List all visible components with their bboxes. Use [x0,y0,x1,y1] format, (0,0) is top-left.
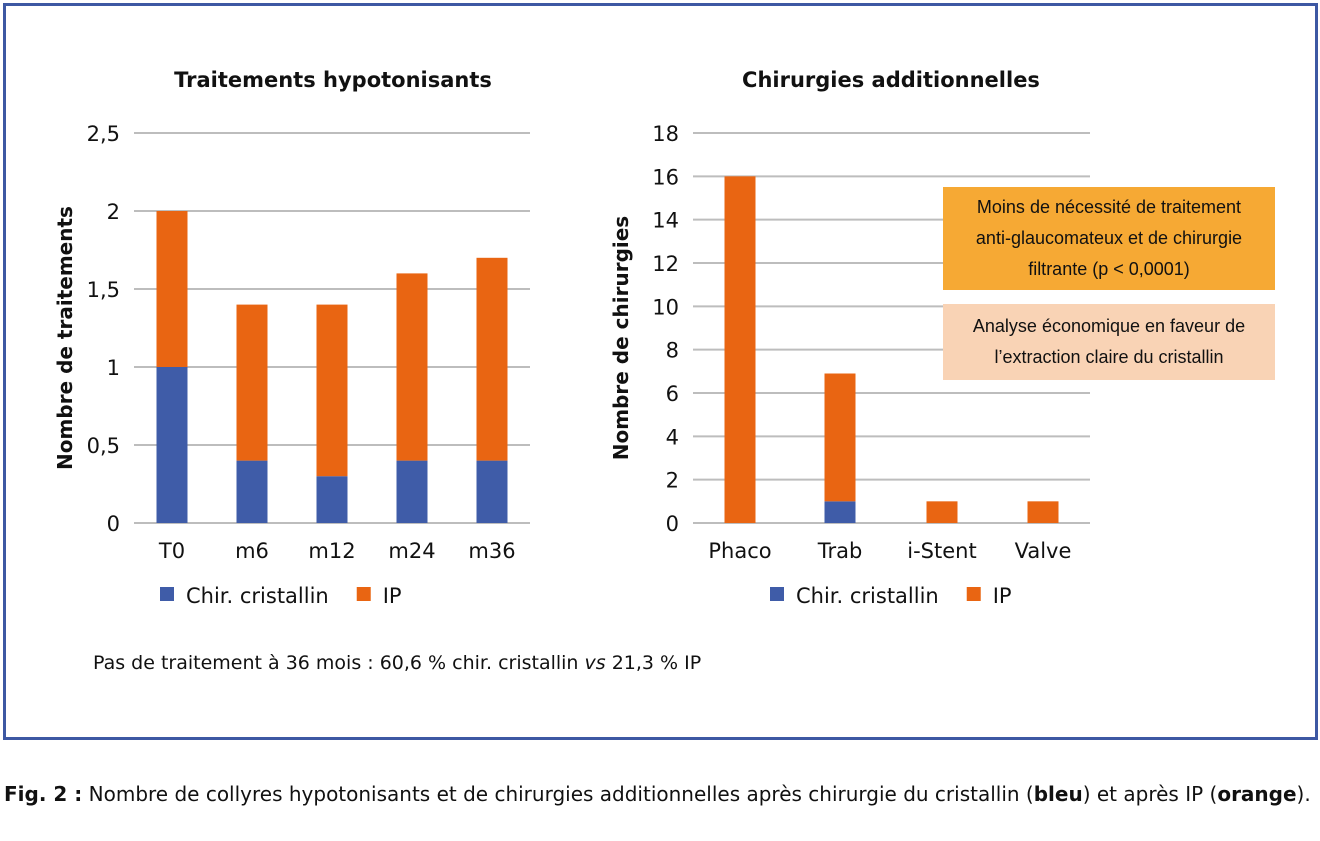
x-tick-label: m12 [308,539,355,563]
y-tick-label: 16 [652,165,679,189]
annotation-box-1: Moins de nécessité de traitement anti-gl… [943,187,1275,290]
caption-text: ) et après IP ( [1082,782,1218,806]
legend-label: Chir. cristallin [186,584,329,608]
y-tick-label: 0 [666,512,679,536]
x-tick-label: Trab [817,539,863,563]
bar-ip-phaco [724,176,756,524]
legend-label: IP [383,584,402,608]
x-tick-label: m6 [235,539,269,563]
bar-chir-cristallin-t0 [156,367,188,523]
y-tick-label: 14 [652,209,679,233]
bar-ip-m12 [316,304,348,477]
chart-title: Chirurgies additionnelles [742,68,1040,92]
y-tick-label: 8 [666,339,679,363]
y-tick-label: 4 [666,425,679,449]
bar-ip-m6 [236,304,268,461]
y-tick-label: 6 [666,382,679,406]
bar-ip-m36 [476,257,508,461]
x-tick-label: T0 [158,539,185,563]
legend-swatch [160,587,174,601]
note-text: Pas de traitement à 36 mois : 60,6 % chi… [93,652,585,674]
note-text-end: 21,3 % IP [605,652,702,674]
x-tick-label: i-Stent [907,539,976,563]
bar-chir-cristallin-trab [824,501,856,523]
y-tick-label: 2 [107,200,120,224]
bar-chir-cristallin-m24 [396,460,428,523]
figure-caption: Fig. 2 : Nombre de collyres hypotonisant… [4,778,1320,811]
legend-label: IP [993,584,1012,608]
legend-swatch [966,587,981,601]
y-tick-label: 10 [652,295,679,319]
y-tick-label: 1 [107,356,120,380]
caption-text: ). [1296,782,1311,806]
y-tick-label: 12 [652,252,679,276]
y-tick-label: 2,5 [87,122,120,146]
x-tick-label: m36 [468,539,515,563]
y-tick-label: 0,5 [87,434,120,458]
figure-frame [3,3,1318,740]
y-tick-label: 18 [652,122,679,146]
y-tick-label: 1,5 [87,278,120,302]
annotation-box-2: Analyse économique en faveur de l’extrac… [943,304,1275,380]
caption-label: Fig. 2 : [4,782,83,806]
y-tick-label: 0 [107,512,120,536]
caption-bleu: bleu [1033,782,1083,806]
caption-text: Nombre de collyres hypotonisants et de c… [82,782,1034,806]
y-axis-label: Nombre de chirurgies [609,216,633,460]
x-tick-label: m24 [388,539,435,563]
chart-title: Traitements hypotonisants [174,68,492,92]
x-tick-label: Valve [1015,539,1072,563]
y-tick-label: 2 [666,469,679,493]
bar-ip-trab [824,373,856,502]
caption-orange: orange [1217,782,1297,806]
legend-swatch [356,587,371,601]
footnote: Pas de traitement à 36 mois : 60,6 % chi… [93,652,701,674]
bar-ip-valve [1027,501,1059,523]
legend-swatch [770,587,784,601]
bar-ip-i-stent [926,501,958,523]
bar-chir-cristallin-m12 [316,476,348,523]
bar-ip-t0 [156,211,188,367]
legend-label: Chir. cristallin [796,584,939,608]
x-tick-label: Phaco [708,539,771,563]
y-axis-label: Nombre de traitements [53,206,77,470]
bar-ip-m24 [396,273,428,461]
bar-chir-cristallin-m36 [476,460,508,523]
bar-chir-cristallin-m6 [236,460,268,523]
note-vs: vs [584,652,606,674]
